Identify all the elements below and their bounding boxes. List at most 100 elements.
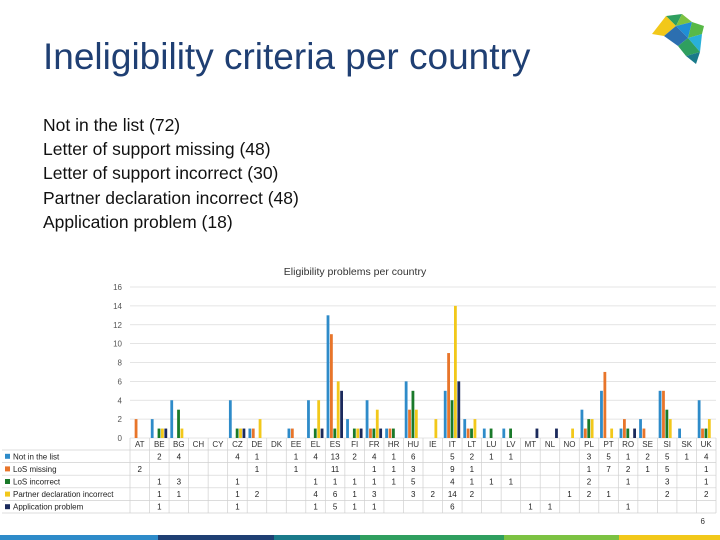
bar [326,315,330,438]
x-tick-label: DE [251,440,262,449]
data-label: 1 [567,490,572,499]
bar [235,428,239,438]
bar [665,409,669,438]
data-label: 4 [313,452,318,461]
data-label: 2 [626,465,631,474]
bar [580,409,584,438]
data-label: 1 [177,490,182,499]
data-label: 5 [665,452,670,461]
data-label: 4 [177,452,182,461]
bar [704,428,708,438]
data-label: 1 [352,503,357,512]
bar [392,428,395,438]
data-label: 3 [372,490,377,499]
data-label: 2 [704,490,709,499]
bar [372,428,376,438]
bar [333,428,337,438]
data-label: 1 [372,503,377,512]
x-tick-label: CZ [232,440,243,449]
bar [242,428,246,438]
data-label: 5 [450,452,455,461]
bar [134,419,138,438]
slide-title: Ineligibility criteria per country [43,36,531,77]
legend-label: Partner declaration incorrect [13,490,114,499]
x-tick-label: NO [564,440,576,449]
bar [482,428,486,438]
data-label: 4 [704,452,709,461]
data-label: 1 [470,478,475,487]
legend-swatch [5,491,10,497]
legend-swatch [5,466,10,472]
data-label: 1 [391,478,396,487]
data-label: 1 [684,452,689,461]
x-tick-label: PL [584,440,594,449]
data-label: 9 [450,465,455,474]
x-tick-label: DK [271,440,283,449]
data-label: 4 [235,452,240,461]
bar [457,381,461,438]
bar [313,428,317,438]
data-label: 2 [255,490,260,499]
x-tick-label: CY [212,440,224,449]
y-tick-label: 10 [113,340,122,349]
bar [177,409,180,438]
chart: Eligibility problems per country 0 2 4 6 8 10 1… [0,258,720,516]
x-tick-label: RO [622,440,634,449]
bar [678,428,681,438]
footer-bar [0,535,720,540]
data-label: 3 [587,452,592,461]
x-tick-label: CH [193,440,205,449]
x-tick-label: AT [135,440,145,449]
bar [473,419,477,438]
page-number: 6 [700,517,705,526]
data-label: 1 [645,465,650,474]
bar [228,400,232,438]
data-label: 1 [372,478,377,487]
bar [359,428,363,438]
bar [590,419,594,438]
bar [340,390,343,438]
data-label: 1 [548,503,553,512]
bullet-item: Letter of support missing (48) [43,139,271,160]
bar [369,428,372,438]
data-label: 1 [587,465,592,474]
bar [587,419,591,438]
bullet-item: Application problem (18) [43,211,233,232]
data-label: 1 [391,452,396,461]
y-tick-label: 2 [118,415,123,424]
bar [626,428,630,438]
x-tick-label: LT [467,440,476,449]
data-label: 4 [313,490,318,499]
bullet-item: Partner declaration incorrect (48) [43,187,299,208]
data-label: 3 [411,490,416,499]
bar [600,390,603,438]
x-tick-label: EL [311,440,321,449]
data-label: 14 [448,490,457,499]
bar [385,428,388,438]
data-label: 1 [509,478,514,487]
bar [701,428,704,438]
legend-swatch [5,453,10,459]
data-label: 2 [431,490,436,499]
bullet-item: Not in the list (72) [43,115,181,135]
data-label: 1 [352,490,357,499]
x-tick-label: IE [429,440,437,449]
bar [571,428,574,438]
x-tick-label: HU [407,440,419,449]
bar [239,428,242,438]
x-tick-label: UK [701,440,713,449]
data-label: 1 [704,465,709,474]
x-tick-label: BE [154,440,165,449]
data-label: 1 [313,478,318,487]
bar [150,419,154,438]
data-label: 6 [450,503,455,512]
bar [164,428,168,438]
bar [411,390,415,438]
bullet-item: Letter of support incorrect (30) [43,163,279,184]
x-tick-label: NL [545,440,556,449]
data-label: 6 [333,490,338,499]
chart-background [0,258,720,516]
data-label: 1 [294,452,299,461]
chart-title: Eligibility problems per country [284,266,427,278]
data-label: 5 [333,503,338,512]
